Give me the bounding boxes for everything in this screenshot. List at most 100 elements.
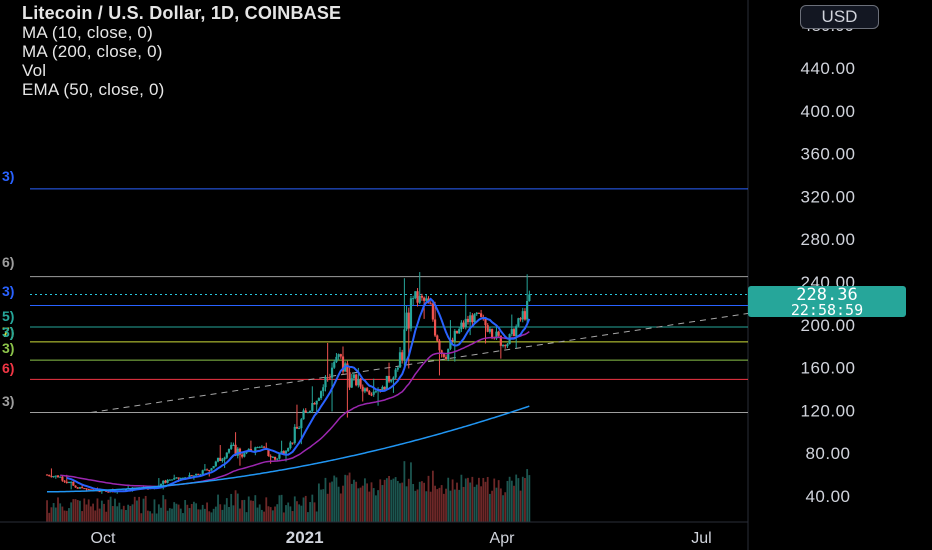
candle-body bbox=[89, 489, 92, 491]
volume-bar bbox=[287, 502, 290, 522]
chart-legend: Litecoin / U.S. Dollar, 1D, COINBASE MA … bbox=[22, 3, 342, 100]
candle-body bbox=[317, 398, 320, 401]
volume-bar bbox=[440, 485, 443, 522]
candle-body bbox=[309, 410, 312, 413]
candle-body bbox=[208, 470, 211, 472]
volume-bar bbox=[131, 504, 134, 522]
indicator-ma10[interactable]: MA (10, close, 0) bbox=[22, 23, 153, 42]
time-axis[interactable]: Oct 2021 Apr Jul bbox=[91, 528, 712, 547]
candle-body bbox=[162, 480, 165, 484]
price-tick-label: 320.00 bbox=[801, 187, 856, 206]
indicator-ma200[interactable]: MA (200, close, 0) bbox=[22, 42, 163, 61]
volume-bar bbox=[199, 509, 202, 522]
candle-body bbox=[291, 442, 294, 444]
volume-bar bbox=[118, 502, 121, 522]
candle-body bbox=[197, 473, 200, 475]
volume-bar bbox=[405, 486, 408, 522]
candle-body bbox=[429, 303, 432, 305]
volume-bar bbox=[508, 476, 511, 522]
moving-averages bbox=[47, 297, 531, 493]
volume-bar bbox=[458, 489, 461, 522]
candle-body bbox=[78, 487, 82, 489]
volume-bar bbox=[193, 501, 195, 522]
volume-bar bbox=[510, 480, 513, 522]
indicator-vol[interactable]: Vol bbox=[22, 61, 47, 80]
volume-bar bbox=[396, 481, 399, 522]
volume-bar bbox=[298, 504, 301, 522]
volume-bar bbox=[414, 490, 417, 522]
candle-body bbox=[61, 476, 64, 481]
volume-bar bbox=[302, 497, 305, 522]
candle-body bbox=[223, 457, 226, 460]
candle-body bbox=[234, 444, 237, 456]
volume-bar bbox=[214, 506, 217, 522]
volume-bar bbox=[517, 478, 520, 522]
volume-bar bbox=[322, 489, 325, 522]
candle-body bbox=[216, 457, 220, 462]
candle-body bbox=[405, 312, 408, 330]
candle-body bbox=[528, 294, 531, 302]
candle-body bbox=[306, 412, 310, 414]
candle-body bbox=[515, 326, 518, 337]
candle-body bbox=[203, 469, 206, 471]
volume-bar bbox=[146, 510, 149, 522]
ma10-line bbox=[66, 297, 531, 493]
volume-bar bbox=[504, 492, 507, 522]
volume-bar bbox=[109, 496, 112, 522]
indicator-ema50[interactable]: EMA (50, close, 0) bbox=[22, 80, 165, 99]
candle-body bbox=[341, 356, 345, 372]
candle-body bbox=[499, 335, 502, 346]
volume-bar bbox=[447, 477, 450, 522]
volume-bar bbox=[370, 482, 373, 522]
volume-bar bbox=[155, 513, 158, 522]
symbol-title[interactable]: Litecoin / U.S. Dollar, 1D, COINBASE bbox=[22, 3, 342, 23]
volume-bar bbox=[46, 500, 48, 522]
volume-bar bbox=[482, 477, 485, 522]
horizontal-levels[interactable] bbox=[30, 188, 748, 414]
volume-bar bbox=[160, 507, 162, 522]
volume-bar bbox=[502, 495, 504, 522]
currency-button[interactable]: USD bbox=[800, 5, 879, 29]
trendline-layer[interactable] bbox=[90, 310, 764, 414]
volume-bar bbox=[416, 489, 419, 522]
volume-bar bbox=[48, 512, 51, 522]
trendline bbox=[90, 310, 764, 414]
volume-bar bbox=[72, 499, 75, 522]
candle-body bbox=[521, 311, 524, 320]
candle-body bbox=[232, 444, 235, 446]
candle-body bbox=[269, 456, 272, 458]
candle-body bbox=[65, 481, 68, 483]
candle-body bbox=[284, 451, 288, 454]
volume-bar bbox=[366, 483, 369, 522]
candle-body bbox=[497, 331, 500, 336]
volume-bar bbox=[480, 486, 483, 522]
candle-body bbox=[56, 475, 60, 478]
volume-bar bbox=[495, 487, 498, 522]
candle-body bbox=[48, 474, 51, 477]
candle-body bbox=[54, 475, 57, 477]
volume-bar bbox=[521, 476, 524, 522]
volume-bar bbox=[236, 493, 239, 522]
candle-body bbox=[326, 377, 329, 379]
volume-bar bbox=[423, 482, 426, 522]
volume-bar bbox=[309, 502, 312, 522]
candle-body bbox=[241, 454, 244, 457]
candle-body bbox=[488, 329, 491, 332]
price-axis[interactable]: 480.00440.00400.00360.00320.00280.00240.… bbox=[801, 16, 856, 506]
volume-bar bbox=[89, 506, 92, 522]
volume-bar bbox=[464, 478, 467, 522]
volume-bar bbox=[528, 475, 531, 522]
left-edge-label: 3) bbox=[2, 393, 14, 409]
candle-body bbox=[214, 461, 217, 467]
price-tick-label: 80.00 bbox=[805, 444, 850, 463]
volume-bar bbox=[68, 508, 70, 522]
candle-body bbox=[219, 457, 222, 461]
volume-bar bbox=[65, 510, 68, 522]
volume-bar bbox=[201, 504, 204, 522]
volume-bar bbox=[186, 504, 189, 522]
candle-body bbox=[319, 391, 323, 399]
volume-bar bbox=[486, 476, 489, 522]
candle-body bbox=[190, 475, 193, 477]
candle-body bbox=[289, 442, 292, 449]
